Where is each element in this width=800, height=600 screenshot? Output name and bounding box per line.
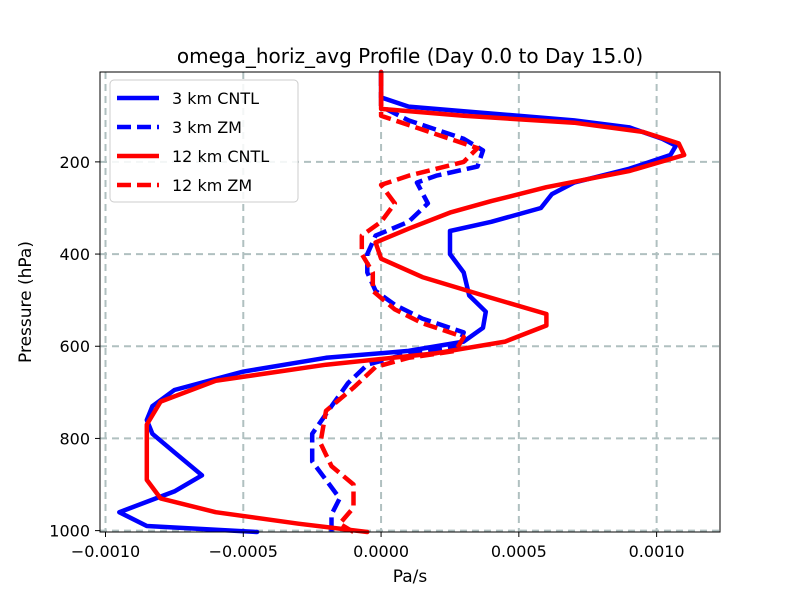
legend-label: 12 km CNTL bbox=[172, 147, 269, 166]
x-axis-label: Pa/s bbox=[393, 567, 428, 587]
series-line-12-km-zm bbox=[318, 72, 480, 534]
legend-label: 3 km ZM bbox=[172, 118, 242, 137]
x-tick-label: −0.0010 bbox=[71, 542, 140, 561]
x-tick-label: −0.0005 bbox=[209, 542, 278, 561]
legend-label: 3 km CNTL bbox=[172, 89, 259, 108]
y-tick-label: 400 bbox=[59, 245, 90, 264]
chart-title: omega_horiz_avg Profile (Day 0.0 to Day … bbox=[177, 44, 643, 68]
x-tick-label: 0.0005 bbox=[491, 542, 547, 561]
x-tick-label: 0.0000 bbox=[353, 542, 409, 561]
y-axis-label: Pressure (hPa) bbox=[16, 241, 36, 363]
x-axis-ticks: −0.0010 −0.0005 0.0000 0.0005 0.0010 bbox=[71, 532, 685, 561]
y-axis-ticks: 200 400 600 800 1000 bbox=[49, 153, 100, 541]
series-line-12-km-cntl bbox=[144, 69, 687, 535]
legend-label: 12 km ZM bbox=[172, 176, 252, 195]
series-lines bbox=[117, 69, 687, 535]
y-tick-label: 600 bbox=[59, 337, 90, 356]
y-tick-label: 200 bbox=[59, 153, 90, 172]
plot-frame bbox=[99, 71, 721, 533]
x-tick-label: 0.0010 bbox=[629, 542, 685, 561]
y-tick-label: 1000 bbox=[49, 522, 90, 541]
legend-box bbox=[109, 79, 299, 203]
y-tick-label: 800 bbox=[59, 429, 90, 448]
legend: 3 km CNTL 3 km ZM 12 km CNTL 12 km ZM bbox=[109, 79, 299, 203]
grid bbox=[100, 72, 720, 532]
